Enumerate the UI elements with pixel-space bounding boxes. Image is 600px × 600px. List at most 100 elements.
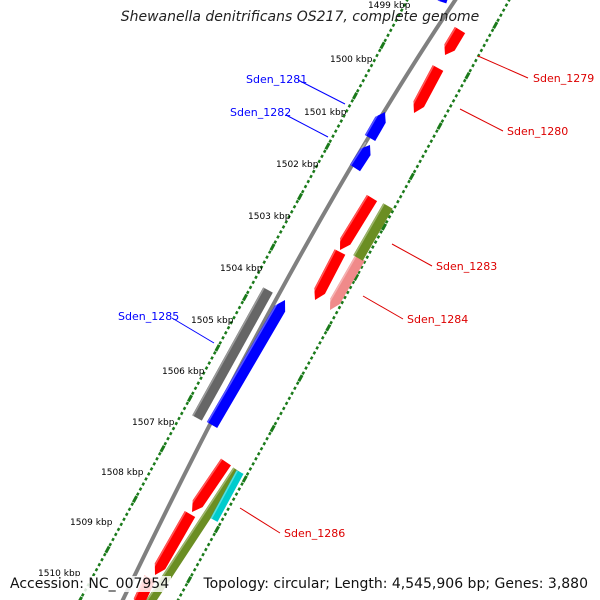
tick-label: 1499 kbp	[368, 1, 411, 11]
minor-tick	[181, 587, 186, 592]
minor-tick	[336, 124, 341, 128]
minor-tick	[402, 3, 407, 7]
minor-tick	[357, 270, 361, 275]
minor-tick	[339, 119, 344, 123]
minor-tick	[141, 482, 146, 486]
minor-tick	[334, 310, 339, 315]
minor-tick	[311, 169, 316, 174]
minor-tick	[204, 366, 209, 370]
minor-tick	[251, 280, 256, 285]
minor-tick	[289, 209, 294, 214]
gene-label-sden-1282[interactable]: Sden_1282	[230, 106, 291, 119]
minor-tick	[196, 381, 201, 386]
gene-label-sden-1283[interactable]: Sden_1283	[436, 260, 497, 273]
minor-tick	[179, 411, 184, 416]
minor-tick	[295, 199, 300, 204]
minor-tick	[144, 477, 148, 481]
minor-tick	[174, 421, 179, 426]
major-tick	[297, 374, 304, 382]
minor-tick	[323, 330, 328, 335]
minor-tick	[218, 340, 223, 345]
gene-sden-1284	[330, 255, 365, 310]
minor-tick	[198, 557, 203, 562]
gene-sden-1285-highlight	[207, 297, 282, 423]
minor-tick	[248, 466, 253, 471]
minor-tick	[429, 139, 434, 144]
minor-tick	[375, 53, 379, 58]
minor-tick	[457, 88, 461, 93]
leader-line	[239, 507, 281, 534]
minor-tick	[342, 114, 346, 118]
minor-tick	[388, 28, 393, 33]
minor-tick	[212, 532, 217, 537]
major-tick	[213, 525, 220, 534]
major-tick	[380, 223, 387, 231]
minor-tick	[387, 214, 392, 219]
gene-cyan-highlight	[210, 470, 239, 519]
minor-tick	[384, 219, 389, 224]
minor-tick	[377, 48, 382, 53]
leader-line	[297, 79, 346, 105]
genome-summary-text: Topology: circular; Length: 4,545,906 bp…	[201, 576, 590, 592]
gene-red	[154, 511, 196, 575]
gene-label-sden-1280[interactable]: Sden_1280	[507, 125, 568, 138]
minor-tick	[440, 119, 445, 123]
minor-tick	[221, 335, 225, 340]
gene-label-sden-1281[interactable]: Sden_1281	[246, 73, 307, 86]
minor-tick	[454, 93, 459, 98]
tick-label: 1505 kbp	[191, 316, 234, 326]
minor-tick	[91, 572, 96, 577]
gene-features	[133, 0, 466, 600]
minor-tick	[358, 83, 363, 88]
major-tick	[159, 444, 166, 453]
minor-tick	[204, 547, 208, 552]
major-tick	[214, 344, 221, 352]
major-tick	[186, 576, 193, 584]
gene-label-sden-1285[interactable]: Sden_1285	[118, 310, 179, 323]
minor-tick	[116, 527, 121, 532]
minor-tick	[259, 265, 264, 270]
minor-tick	[94, 567, 99, 572]
minor-tick	[113, 532, 118, 537]
leader-lines	[171, 55, 529, 534]
minor-tick	[229, 502, 233, 507]
minor-tick	[237, 305, 242, 310]
minor-tick	[97, 562, 102, 567]
gene-gray-highlight	[192, 287, 265, 417]
minor-tick	[485, 38, 489, 43]
minor-tick	[309, 174, 313, 179]
minor-tick	[365, 255, 370, 260]
minor-tick	[138, 487, 143, 491]
minor-tick	[201, 371, 206, 376]
gene-cyan	[210, 470, 244, 522]
minor-tick	[306, 361, 311, 365]
minor-tick	[501, 8, 506, 13]
leader-line	[171, 317, 215, 344]
gene-red-highlight	[309, 249, 337, 299]
gene-label-sden-1284[interactable]: Sden_1284	[407, 313, 468, 326]
minor-tick	[394, 18, 399, 23]
minor-tick	[364, 73, 368, 78]
tick-label: 1508 kbp	[101, 468, 144, 478]
minor-tick	[351, 280, 356, 285]
leader-line	[362, 295, 404, 320]
minor-tick	[426, 144, 431, 149]
minor-tick	[127, 507, 132, 512]
minor-tick	[240, 300, 245, 305]
minor-tick	[259, 446, 264, 451]
minor-tick	[359, 265, 364, 270]
tick-label: 1503 kbp	[248, 212, 291, 222]
minor-tick	[379, 230, 384, 234]
minor-tick	[496, 18, 500, 23]
minor-tick	[300, 189, 305, 194]
minor-tick	[292, 204, 297, 209]
leader-line	[459, 108, 504, 132]
minor-tick	[192, 567, 197, 572]
minor-tick	[404, 184, 409, 189]
gene-label-sden-1286[interactable]: Sden_1286	[284, 527, 345, 540]
major-tick	[379, 41, 386, 50]
gene-label-sden-1279[interactable]: Sden_1279	[533, 72, 594, 85]
minor-tick	[190, 391, 195, 396]
minor-tick	[398, 194, 403, 199]
